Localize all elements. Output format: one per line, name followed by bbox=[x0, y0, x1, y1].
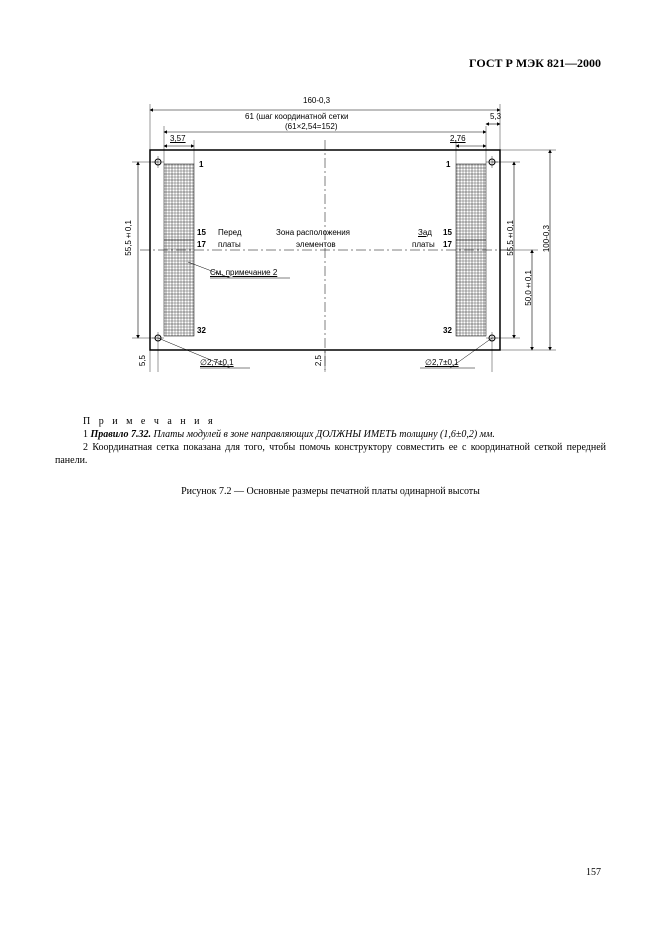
page-number: 157 bbox=[586, 867, 601, 878]
note2-label: См. примечание 2 bbox=[210, 268, 277, 277]
pin-r-32: 32 bbox=[443, 326, 452, 335]
notes-block: П р и м е ч а н и я 1 Правило 7.32. Плат… bbox=[55, 415, 606, 467]
rear-2: платы bbox=[412, 240, 435, 249]
pin-l-15: 15 bbox=[197, 228, 206, 237]
note-1-bold: Правило 7.32. bbox=[91, 429, 151, 440]
dim-bot-hole-l: ∅2,7±0,1 bbox=[200, 358, 234, 367]
note-1-text: Платы модулей в зоне направляющих ДОЛЖНЫ… bbox=[151, 429, 495, 440]
front-2: платы bbox=[218, 240, 241, 249]
dim-top-total: 160-0,3 bbox=[303, 96, 330, 105]
zone-2: элементов bbox=[296, 240, 336, 249]
pin-l-1: 1 bbox=[199, 160, 203, 169]
standard-header: ГОСТ Р МЭК 821—2000 bbox=[469, 56, 601, 71]
dim-grid-1: 61 (шаг координатной сетки bbox=[245, 112, 348, 121]
dim-top-right: 5,3 bbox=[490, 112, 501, 121]
rear-1: Зад bbox=[418, 228, 432, 237]
pin-r-1: 1 bbox=[446, 160, 450, 169]
pin-r-17: 17 bbox=[443, 240, 452, 249]
note-2-text: 2 Координатная сетка показана для того, … bbox=[55, 442, 606, 466]
dim-top-left-off: 3,57 bbox=[170, 134, 186, 143]
dim-bot-left: 5,5 bbox=[138, 355, 147, 366]
dim-bot-center: 2,5 bbox=[314, 355, 323, 366]
pin-l-32: 32 bbox=[197, 326, 206, 335]
dim-right-h3: 100-0,3 bbox=[542, 225, 551, 252]
page: ГОСТ Р МЭК 821—2000 bbox=[0, 0, 661, 936]
dim-top-right-off: 2,76 bbox=[450, 134, 466, 143]
note-1-lead: 1 bbox=[83, 429, 91, 440]
dim-left-h: 55,5±0,1 bbox=[124, 220, 133, 256]
front-1: Перед bbox=[218, 228, 242, 237]
dim-right-h1: 55,5±0,1 bbox=[506, 220, 515, 256]
pin-r-15: 15 bbox=[443, 228, 452, 237]
dim-grid-2: (61×2,54=152) bbox=[285, 122, 338, 131]
notes-title: П р и м е ч а н и я bbox=[83, 416, 216, 427]
technical-drawing: 160-0,3 61 (шаг координатной сетки (61×2… bbox=[100, 90, 580, 390]
zone-1: Зона расположения bbox=[276, 228, 350, 237]
dim-bot-hole-r: ∅2,7±0,1 bbox=[425, 358, 459, 367]
figure-caption: Рисунок 7.2 — Основные размеры печатной … bbox=[0, 486, 661, 497]
pin-l-17: 17 bbox=[197, 240, 206, 249]
dim-right-h2: 50,0±0,1 bbox=[524, 270, 533, 306]
